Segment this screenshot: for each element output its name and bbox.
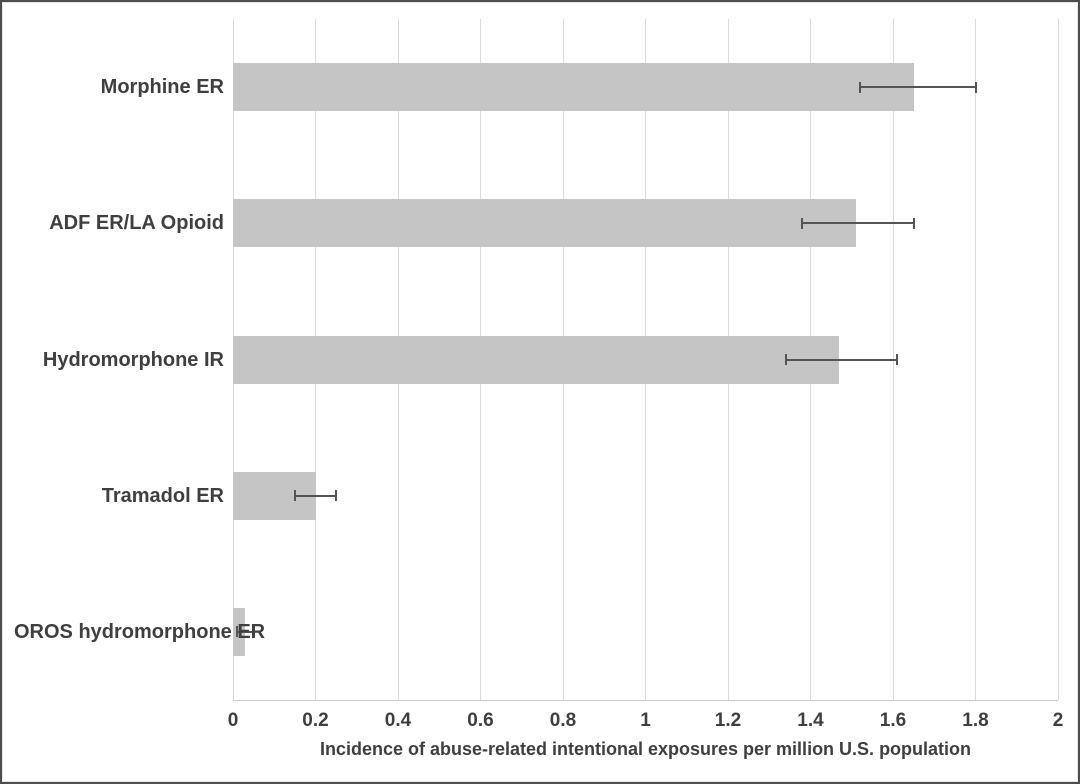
category-label-adf-er-la-opioid: ADF ER/LA Opioid [49, 212, 224, 235]
error-bar-cap-high [974, 81, 977, 93]
error-bar-line [294, 494, 337, 497]
plot-area [232, 19, 1059, 701]
bar-hydromorphone-ir [233, 335, 840, 384]
category-label-oros-hydromorphone-er: OROS hydromorphone ER [14, 620, 266, 643]
x-tick-label-1.8: 1.8 [962, 710, 989, 731]
x-axis-title: Incidence of abuse-related intentional e… [319, 739, 972, 759]
error-bar-cap-high [912, 217, 915, 229]
error-bar-cap-high [335, 490, 338, 502]
gridline-x-2 [1057, 19, 1059, 700]
category-label-hydromorphone-ir: Hydromorphone IR [42, 348, 224, 371]
x-tick-label-1.4: 1.4 [797, 710, 824, 731]
gridline-x-1.8 [975, 19, 976, 700]
error-bar-cap-high [252, 626, 255, 638]
category-label-tramadol-er: Tramadol ER [101, 484, 224, 507]
x-tick-label-1.2: 1.2 [714, 710, 742, 731]
x-tick-label-0: 0 [227, 710, 239, 731]
error-bar-line [860, 86, 976, 89]
x-tick-label-1.6: 1.6 [879, 710, 907, 731]
x-tick-label-0.4: 0.4 [384, 710, 412, 731]
x-tick-label-2: 2 [1052, 710, 1064, 731]
error-bar-cap-low [859, 81, 861, 93]
bar-morphine-er [233, 63, 914, 112]
error-bar-cap-low [801, 217, 804, 229]
error-bar-line [785, 358, 898, 361]
x-tick-label-0.2: 0.2 [302, 710, 329, 731]
error-bar-cap-low [293, 490, 296, 502]
error-bar-cap-high [896, 354, 899, 365]
error-bar-cap-low [236, 626, 239, 638]
category-label-morphine-er: Morphine ER [100, 76, 224, 99]
bar-adf-er-la-opioid [233, 199, 856, 248]
x-tick-label-0.8: 0.8 [549, 710, 577, 731]
x-tick-label-1: 1 [640, 710, 651, 731]
error-bar-line [802, 222, 914, 225]
error-bar-line [237, 630, 254, 633]
error-bar-cap-low [784, 354, 787, 365]
x-tick-label-0.6: 0.6 [467, 710, 494, 731]
